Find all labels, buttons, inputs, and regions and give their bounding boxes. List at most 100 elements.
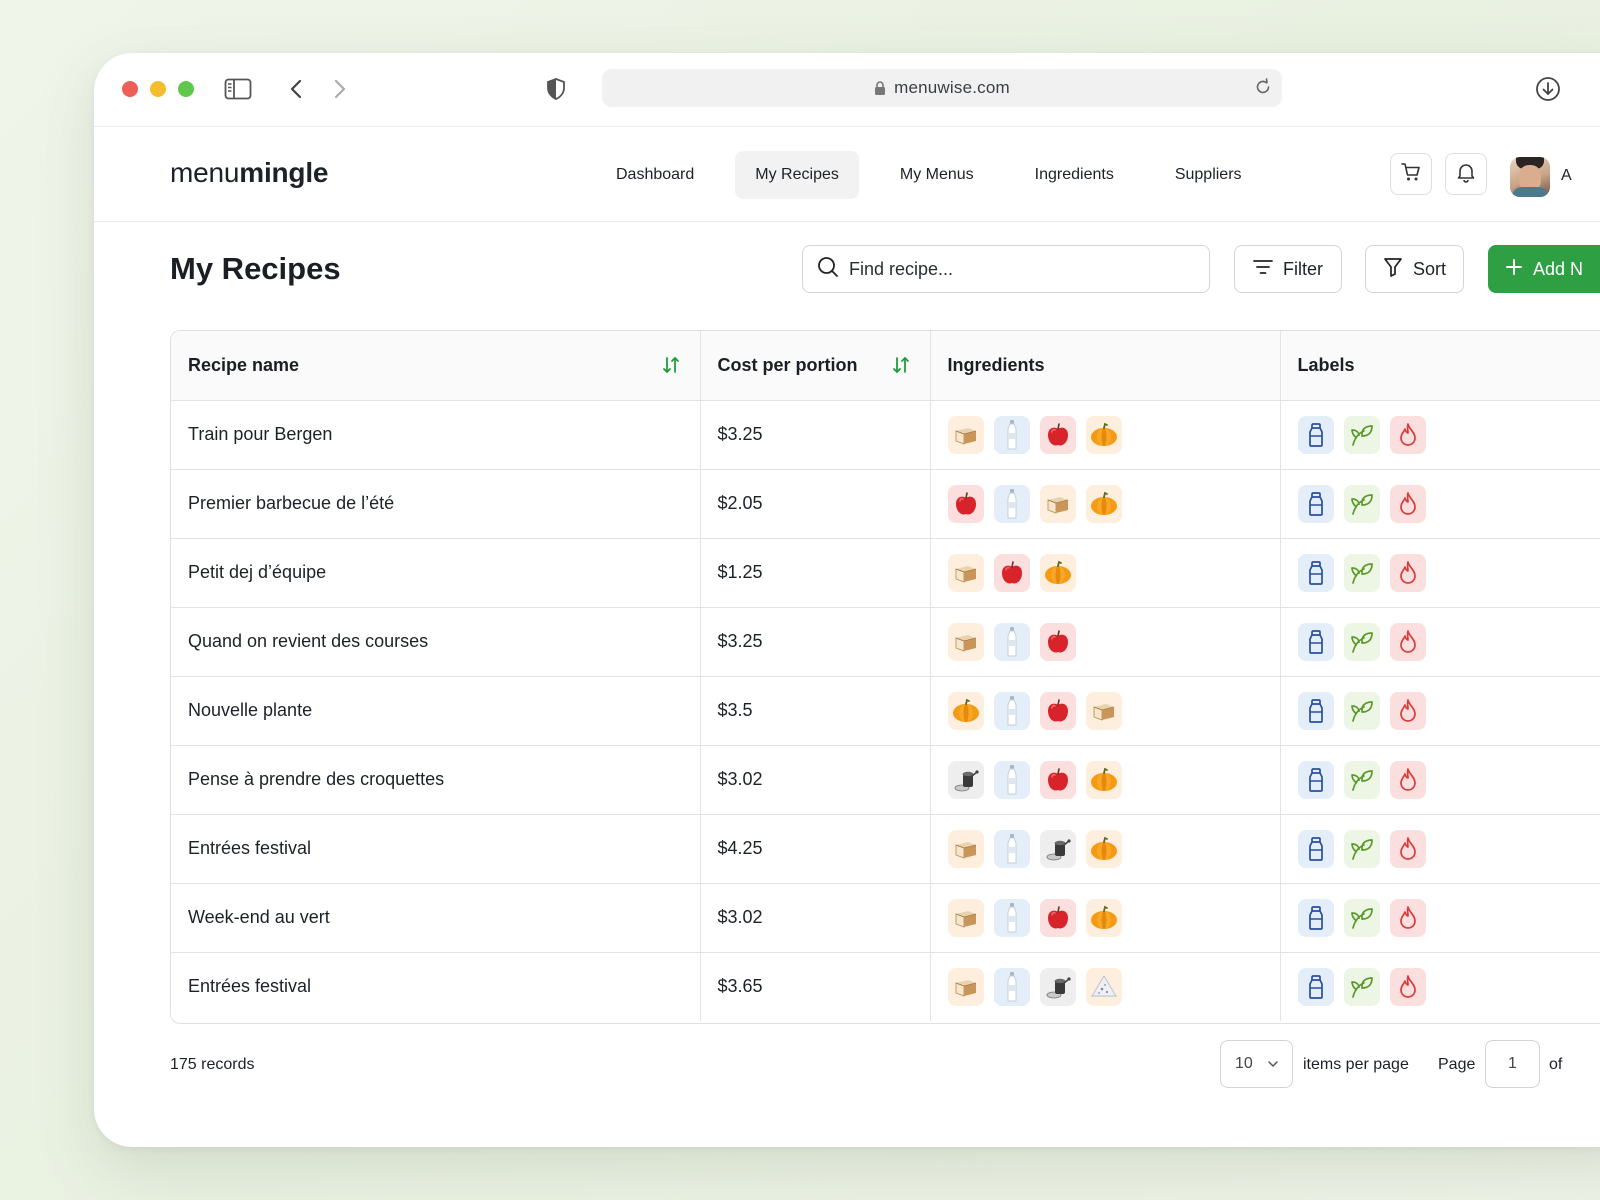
sidebar-toggle-icon[interactable]: [224, 75, 252, 103]
dairy-bottle-icon[interactable]: [1297, 967, 1334, 1006]
dairy-bottle-icon[interactable]: [1297, 553, 1334, 592]
recipe-name-cell[interactable]: Quand on revient des courses: [171, 607, 701, 677]
table-row[interactable]: Premier barbecue de l’été $2.05: [171, 469, 1600, 539]
recipe-name-cell[interactable]: Pense à prendre des croquettes: [171, 745, 701, 815]
vegan-leaf-icon[interactable]: [1343, 691, 1380, 730]
pumpkin-icon[interactable]: [947, 691, 984, 730]
apple-icon[interactable]: [1039, 760, 1076, 799]
close-window-button[interactable]: [122, 81, 138, 97]
spicy-flame-icon[interactable]: [1389, 553, 1426, 592]
apple-icon[interactable]: [1039, 691, 1076, 730]
vegan-leaf-icon[interactable]: [1343, 484, 1380, 523]
table-row[interactable]: Entrées festival $4.25: [171, 814, 1600, 884]
cheese-icon[interactable]: [1085, 967, 1122, 1006]
apple-icon[interactable]: [1039, 415, 1076, 454]
milk-bottle-icon[interactable]: [993, 415, 1030, 454]
apple-icon[interactable]: [1039, 898, 1076, 937]
recipe-search[interactable]: [802, 245, 1210, 293]
vegan-leaf-icon[interactable]: [1343, 553, 1380, 592]
grinder-icon[interactable]: [1039, 967, 1076, 1006]
milk-bottle-icon[interactable]: [993, 898, 1030, 937]
spicy-flame-icon[interactable]: [1389, 622, 1426, 661]
bread-icon[interactable]: [947, 622, 984, 661]
milk-bottle-icon[interactable]: [993, 691, 1030, 730]
table-row[interactable]: Train pour Bergen $3.25: [171, 400, 1600, 470]
recipe-name-cell[interactable]: Week-end au vert: [171, 883, 701, 953]
bread-icon[interactable]: [947, 967, 984, 1006]
milk-bottle-icon[interactable]: [993, 484, 1030, 523]
cart-button[interactable]: [1390, 153, 1432, 195]
table-row[interactable]: Week-end au vert $3.02: [171, 883, 1600, 953]
forward-icon[interactable]: [326, 75, 354, 103]
recipe-name-cell[interactable]: Premier barbecue de l’été: [171, 469, 701, 539]
user-name[interactable]: A: [1561, 167, 1572, 184]
table-row[interactable]: Pense à prendre des croquettes $3.02: [171, 745, 1600, 815]
pumpkin-icon[interactable]: [1085, 484, 1122, 523]
sort-button[interactable]: Sort: [1365, 245, 1464, 293]
dairy-bottle-icon[interactable]: [1297, 622, 1334, 661]
vegan-leaf-icon[interactable]: [1343, 829, 1380, 868]
pumpkin-icon[interactable]: [1039, 553, 1076, 592]
apple-icon[interactable]: [993, 553, 1030, 592]
nav-dashboard[interactable]: Dashboard: [616, 166, 695, 183]
nav-ingredients[interactable]: Ingredients: [1034, 166, 1114, 183]
column-recipe-name[interactable]: Recipe name: [171, 331, 701, 401]
spicy-flame-icon[interactable]: [1389, 829, 1426, 868]
bread-icon[interactable]: [1039, 484, 1076, 523]
pumpkin-icon[interactable]: [1085, 898, 1122, 937]
dairy-bottle-icon[interactable]: [1297, 415, 1334, 454]
sort-arrows-icon[interactable]: [892, 355, 910, 380]
user-avatar[interactable]: [1510, 157, 1550, 197]
table-row[interactable]: Nouvelle plante $3.5: [171, 676, 1600, 746]
pumpkin-icon[interactable]: [1085, 760, 1122, 799]
vegan-leaf-icon[interactable]: [1343, 760, 1380, 799]
recipe-name-cell[interactable]: Petit dej d’équipe: [171, 538, 701, 608]
recipe-name-cell[interactable]: Nouvelle plante: [171, 676, 701, 746]
column-cost-per-portion[interactable]: Cost per portion: [700, 331, 931, 401]
bread-icon[interactable]: [947, 553, 984, 592]
spicy-flame-icon[interactable]: [1389, 967, 1426, 1006]
reload-icon[interactable]: [1254, 78, 1272, 101]
dairy-bottle-icon[interactable]: [1297, 484, 1334, 523]
nav-suppliers[interactable]: Suppliers: [1174, 166, 1242, 183]
spicy-flame-icon[interactable]: [1389, 691, 1426, 730]
milk-bottle-icon[interactable]: [993, 760, 1030, 799]
minimize-window-button[interactable]: [150, 81, 166, 97]
bread-icon[interactable]: [947, 898, 984, 937]
spicy-flame-icon[interactable]: [1389, 415, 1426, 454]
table-row[interactable]: Petit dej d’équipe $1.25: [171, 538, 1600, 608]
bread-icon[interactable]: [1085, 691, 1122, 730]
app-logo[interactable]: menumingle: [170, 157, 328, 189]
spicy-flame-icon[interactable]: [1389, 760, 1426, 799]
grinder-icon[interactable]: [1039, 829, 1076, 868]
spicy-flame-icon[interactable]: [1389, 898, 1426, 937]
bread-icon[interactable]: [947, 415, 984, 454]
privacy-shield-icon[interactable]: [542, 75, 570, 103]
apple-icon[interactable]: [1039, 622, 1076, 661]
pumpkin-icon[interactable]: [1085, 415, 1122, 454]
bread-icon[interactable]: [947, 829, 984, 868]
spicy-flame-icon[interactable]: [1389, 484, 1426, 523]
recipe-name-cell[interactable]: Entrées festival: [171, 952, 701, 1021]
filter-button[interactable]: Filter: [1234, 245, 1342, 293]
apple-icon[interactable]: [947, 484, 984, 523]
search-input[interactable]: [849, 258, 1179, 280]
vegan-leaf-icon[interactable]: [1343, 415, 1380, 454]
table-row[interactable]: Quand on revient des courses $3.25: [171, 607, 1600, 677]
pumpkin-icon[interactable]: [1085, 829, 1122, 868]
recipe-name-cell[interactable]: Train pour Bergen: [171, 400, 701, 470]
table-row[interactable]: Entrées festival $3.65: [171, 952, 1600, 1021]
vegan-leaf-icon[interactable]: [1343, 967, 1380, 1006]
notifications-button[interactable]: [1445, 153, 1487, 195]
vegan-leaf-icon[interactable]: [1343, 898, 1380, 937]
dairy-bottle-icon[interactable]: [1297, 898, 1334, 937]
dairy-bottle-icon[interactable]: [1297, 829, 1334, 868]
address-bar[interactable]: menuwise.com: [602, 69, 1282, 107]
dairy-bottle-icon[interactable]: [1297, 691, 1334, 730]
items-per-page-select[interactable]: 10: [1220, 1040, 1293, 1088]
vegan-leaf-icon[interactable]: [1343, 622, 1380, 661]
dairy-bottle-icon[interactable]: [1297, 760, 1334, 799]
grinder-icon[interactable]: [947, 760, 984, 799]
downloads-icon[interactable]: [1534, 75, 1562, 103]
milk-bottle-icon[interactable]: [993, 829, 1030, 868]
